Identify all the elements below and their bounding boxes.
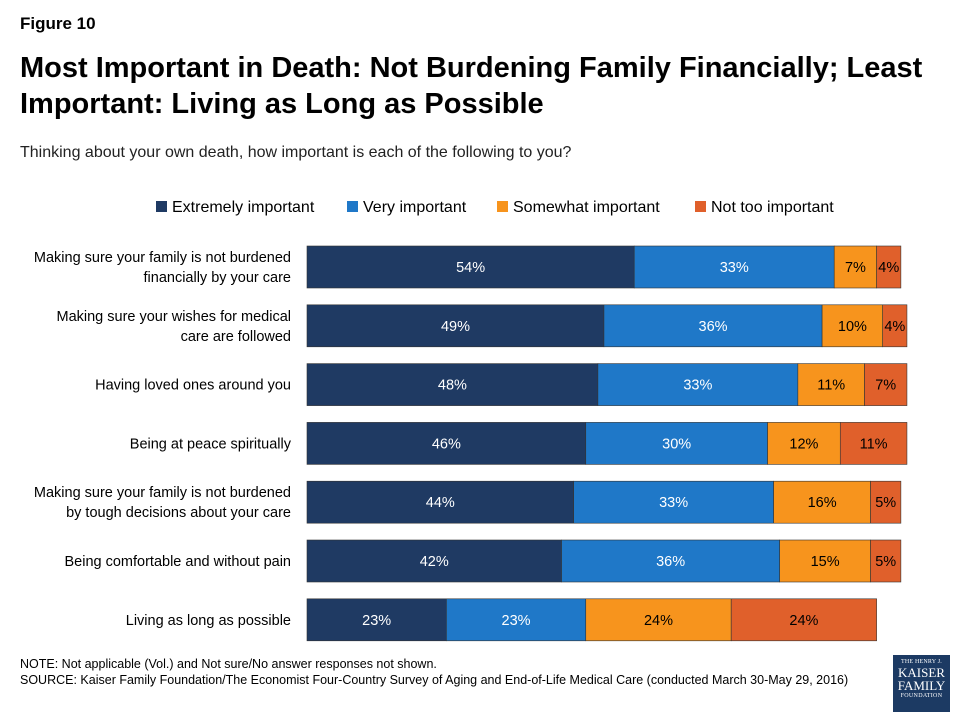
kff-logo: THE HENRY J. KAISER FAMILY FOUNDATION xyxy=(893,655,950,712)
data-label: 44% xyxy=(426,495,455,511)
footnote: NOTE: Not applicable (Vol.) and Not sure… xyxy=(20,657,437,671)
bar-segment xyxy=(561,539,780,583)
data-label: 16% xyxy=(808,495,837,511)
data-label: 48% xyxy=(438,378,467,394)
data-label: 5% xyxy=(875,495,896,511)
category-label: Being at peace spiritually xyxy=(130,436,292,452)
data-label: 30% xyxy=(662,436,691,452)
legend-swatch xyxy=(695,201,706,212)
chart-subtitle: Thinking about your own death, how impor… xyxy=(20,144,572,161)
logo-line: KAISER xyxy=(898,665,945,680)
category-label: Making sure your family is not burdened xyxy=(34,485,291,501)
data-label: 33% xyxy=(659,495,688,511)
category-label: Making sure your family is not burdened xyxy=(34,250,291,266)
data-label: 54% xyxy=(456,260,485,276)
legend-label: Not too important xyxy=(711,199,834,216)
legend-swatch xyxy=(347,201,358,212)
data-label: 49% xyxy=(441,319,470,335)
data-label: 36% xyxy=(699,319,728,335)
data-label: 4% xyxy=(884,319,905,335)
bar-segment xyxy=(773,480,871,524)
data-label: 23% xyxy=(502,613,531,629)
bar-segment xyxy=(597,363,799,406)
legend-label: Extremely important xyxy=(172,199,315,216)
legend-label: Very important xyxy=(363,199,467,216)
stacked-bar-chart: Extremely important Very important Somewha… xyxy=(34,199,908,642)
bar-segment xyxy=(306,363,599,406)
legend-swatch xyxy=(497,201,508,212)
category-label: care are followed xyxy=(181,329,291,345)
chart-legend: Extremely important Very important Somewha… xyxy=(156,199,834,216)
logo-line: THE HENRY J. xyxy=(900,659,942,665)
data-label: 42% xyxy=(420,554,449,570)
data-label: 12% xyxy=(789,436,818,452)
category-label: by tough decisions about your care xyxy=(66,505,291,521)
category-label: Making sure your wishes for medical xyxy=(56,309,291,325)
figure-label: Figure 10 xyxy=(20,14,96,33)
logo-line: FOUNDATION xyxy=(900,693,943,699)
bar-segment xyxy=(730,598,877,642)
data-label: 46% xyxy=(432,436,461,452)
chart-title: Most Important in Death: Not Burdening F… xyxy=(20,52,923,120)
bar-segment xyxy=(446,598,587,642)
bar-segment xyxy=(306,480,574,524)
category-label: Having loved ones around you xyxy=(95,378,291,394)
bar-segment xyxy=(573,480,774,524)
logo-line: FAMILY xyxy=(897,678,946,693)
data-label: 10% xyxy=(838,319,867,335)
bar-segment xyxy=(876,245,902,289)
bar-segment xyxy=(767,422,841,465)
category-label: financially by your care xyxy=(144,270,292,286)
data-label: 7% xyxy=(845,260,866,276)
data-label: 11% xyxy=(860,436,888,452)
data-label: 36% xyxy=(656,554,685,570)
bar-segment xyxy=(864,363,908,406)
bar-segment xyxy=(306,539,562,583)
data-label: 33% xyxy=(720,260,749,276)
bar-segment xyxy=(306,598,447,642)
bar-segment xyxy=(306,304,605,348)
data-label: 24% xyxy=(644,613,673,629)
data-label: 11% xyxy=(817,378,845,394)
bar-segment xyxy=(603,304,823,348)
bar-segment xyxy=(306,422,587,465)
data-label: 15% xyxy=(811,554,840,570)
bar-segment xyxy=(779,539,871,583)
bars: 54% 33% 7% 4% 49% 36% 10% 4% 48% 33% 11% 7% 46% 30% 12… xyxy=(306,245,908,642)
legend-swatch xyxy=(156,201,167,212)
bar-segment xyxy=(870,480,902,524)
data-label: 23% xyxy=(362,613,391,629)
data-label: 24% xyxy=(789,613,818,629)
data-label: 33% xyxy=(683,378,712,394)
data-label: 5% xyxy=(875,554,896,570)
legend-label: Somewhat important xyxy=(513,199,660,216)
category-label: Being comfortable and without pain xyxy=(64,554,291,570)
bar-segment xyxy=(633,245,835,289)
bar-segment xyxy=(882,304,908,348)
category-label: Living as long as possible xyxy=(126,613,291,629)
source-note: SOURCE: Kaiser Family Foundation/The Eco… xyxy=(20,673,849,687)
bar-segment xyxy=(833,245,877,289)
bar-segment xyxy=(585,422,768,465)
bar-segment xyxy=(839,422,908,465)
bar-segment xyxy=(306,245,635,289)
category-labels: Making sure your family is not burdened f… xyxy=(34,250,292,629)
data-label: 7% xyxy=(875,378,896,394)
bar-segment xyxy=(585,598,732,642)
bar-segment xyxy=(870,539,902,583)
data-label: 4% xyxy=(878,260,899,276)
